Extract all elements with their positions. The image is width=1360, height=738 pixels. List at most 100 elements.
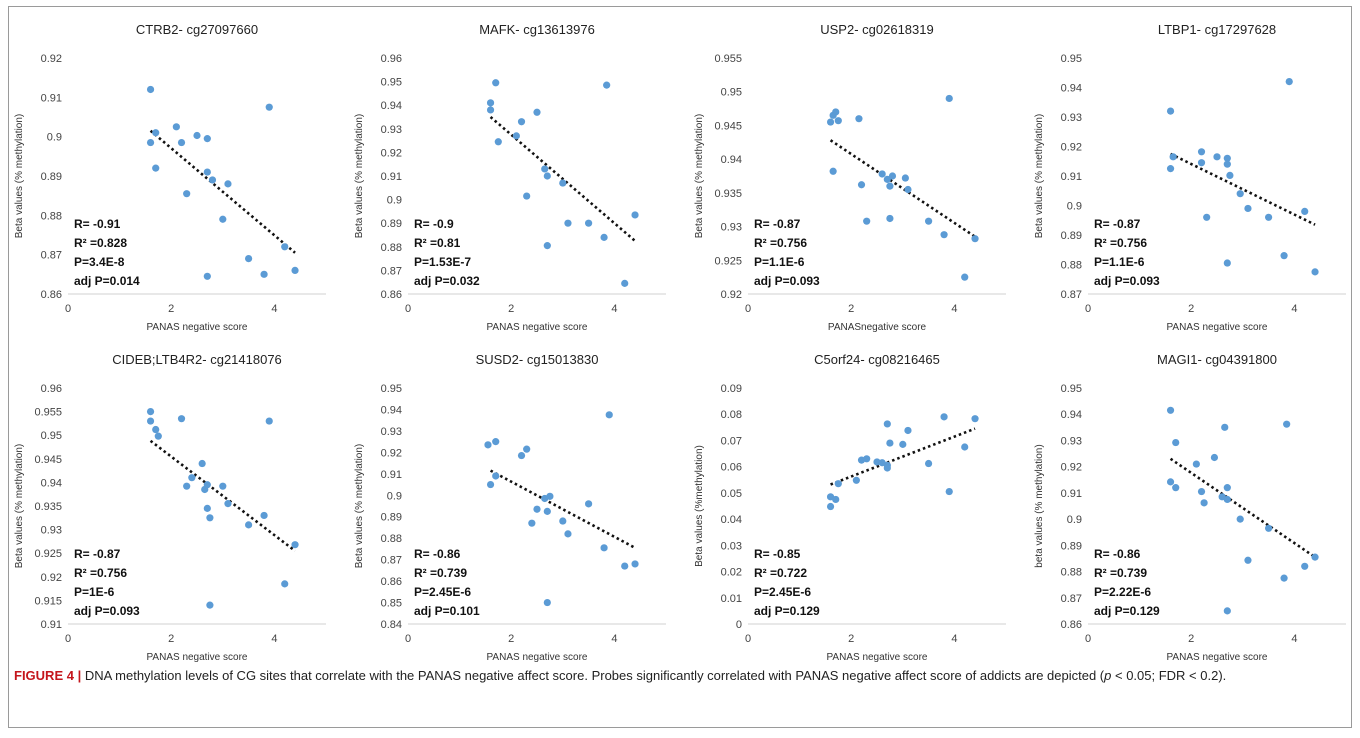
y-tick-label: 0.86 [41, 289, 62, 301]
y-tick-label: 0.93 [381, 124, 402, 136]
y-tick-label: 0.92 [1061, 142, 1082, 154]
scatter-panels-grid: CTRB2- cg27097660 0.86 0.87 0.88 0.89 0.9 0.91… [0, 6, 1346, 663]
y-tick-label: 0.935 [714, 188, 742, 200]
data-point [492, 79, 500, 87]
data-point [486, 106, 495, 114]
stat-adjusted-p: adj P=0.093 [74, 604, 140, 618]
scatter-panel-2: MAFK- cg13613976 0.86 0.87 0.88 0.89 0.9 0.91 0… [340, 6, 680, 336]
y-tick-label: 0.91 [1061, 488, 1082, 500]
data-point [543, 172, 551, 180]
data-point [1197, 148, 1206, 156]
chart-title: USP2- cg02618319 [820, 22, 933, 37]
scatter-panel-5: CIDEB;LTB4R2- cg21418076 0.91 0.915 0.92 0.9… [0, 336, 340, 666]
data-point [600, 544, 608, 552]
x-tick-label: 4 [1291, 303, 1297, 315]
data-point [1200, 499, 1208, 507]
x-axis-label: PANAS negative score [147, 652, 248, 663]
data-point [546, 492, 554, 500]
y-axis-label: beta values (% methylation) [1034, 444, 1045, 567]
x-axis-label: PANAS negative score [1167, 322, 1268, 333]
data-point [1311, 553, 1319, 561]
y-tick-label: 0.925 [714, 255, 742, 267]
data-point [971, 235, 979, 243]
y-tick-label: 0.91 [41, 92, 62, 104]
scatter-panel-1: CTRB2- cg27097660 0.86 0.87 0.88 0.89 0.9 0.91… [0, 6, 340, 336]
trend-line [489, 116, 636, 242]
data-point [203, 504, 211, 512]
data-point [1172, 438, 1180, 447]
chart-title: C5orf24- cg08216465 [814, 352, 940, 367]
scatter-plot-svg: LTBP1- cg17297628 0.87 0.88 0.89 0.9 0.91 0.92… [1034, 22, 1346, 333]
stat-r-squared: R² =0.739 [414, 566, 467, 580]
data-point [265, 103, 273, 111]
data-point [585, 500, 593, 508]
x-tick-label: 4 [271, 633, 277, 645]
caption-text-1: DNA methylation levels of CG sites that … [81, 668, 1105, 683]
y-tick-label: 0.87 [381, 555, 402, 567]
data-point [899, 440, 907, 448]
data-point [533, 505, 541, 513]
x-tick-label: 2 [1188, 633, 1194, 645]
y-tick-label: 0.92 [1061, 462, 1082, 474]
y-tick-label: 0.93 [41, 525, 62, 537]
data-point [523, 445, 531, 453]
y-tick-label: 0.03 [721, 540, 742, 552]
scatter-plot-svg: SUSD2- cg15013830 0.84 0.85 0.86 0.87 0.88 0.8… [354, 352, 666, 663]
data-point [961, 273, 969, 281]
y-tick-label: 0.84 [381, 619, 402, 631]
figure-caption: FIGURE 4 | DNA methylation levels of CG … [14, 666, 1344, 685]
data-point [484, 441, 492, 449]
y-tick-label: 0.89 [381, 512, 402, 524]
data-point [832, 495, 840, 504]
stat-r: R= -0.85 [754, 547, 801, 561]
stat-adjusted-p: adj P=0.129 [754, 604, 820, 618]
data-point [1265, 213, 1273, 221]
y-axis-label: Beta values (%methylation) [694, 445, 705, 567]
x-tick-label: 0 [65, 633, 71, 645]
stat-p-value: P=1.53E-7 [414, 255, 471, 269]
data-point [177, 415, 186, 423]
stat-r-squared: R² =0.756 [754, 236, 807, 250]
y-tick-label: 0.87 [381, 265, 402, 277]
stat-adjusted-p: adj P=0.032 [414, 274, 480, 288]
data-point [146, 408, 155, 416]
y-tick-label: 0 [736, 619, 742, 631]
data-point [281, 580, 289, 588]
y-tick-label: 0.91 [381, 171, 402, 183]
data-point [631, 211, 639, 219]
data-point [183, 190, 191, 198]
data-point [1244, 556, 1252, 564]
scatter-plot-svg: CIDEB;LTB4R2- cg21418076 0.91 0.915 0.92 0.9… [14, 352, 326, 663]
data-point [621, 562, 629, 570]
y-axis-label: Beta values (% methylation) [14, 114, 25, 239]
data-point [543, 507, 551, 515]
y-tick-label: 0.86 [381, 576, 402, 588]
data-point [203, 481, 211, 489]
y-tick-label: 0.88 [381, 242, 402, 254]
scatter-panel-6: SUSD2- cg15013830 0.84 0.85 0.86 0.87 0.88 0.8… [340, 336, 680, 666]
data-point [940, 231, 948, 239]
data-point [605, 411, 613, 419]
data-point [1236, 190, 1244, 198]
stat-adjusted-p: adj P=0.093 [1094, 274, 1160, 288]
y-tick-label: 0.87 [1061, 593, 1082, 605]
x-tick-label: 4 [271, 303, 277, 315]
y-axis-label: Beta values (% methylation) [1034, 114, 1045, 239]
y-tick-label: 0.08 [721, 409, 742, 421]
data-point [1166, 165, 1175, 173]
data-point [1301, 207, 1309, 215]
y-tick-label: 0.86 [381, 289, 402, 301]
y-tick-label: 0.9 [1067, 514, 1082, 526]
data-point [886, 439, 894, 447]
y-axis-label: Beta values (% methylation) [694, 114, 705, 239]
data-point [1283, 420, 1291, 428]
x-tick-label: 2 [508, 633, 514, 645]
data-point [543, 598, 551, 607]
y-tick-label: 0.955 [714, 53, 742, 65]
stat-r: R= -0.86 [414, 547, 461, 561]
data-point [852, 476, 860, 484]
y-tick-label: 0.92 [41, 53, 62, 65]
data-point [886, 214, 894, 223]
data-point [281, 243, 289, 251]
data-point [621, 279, 629, 287]
